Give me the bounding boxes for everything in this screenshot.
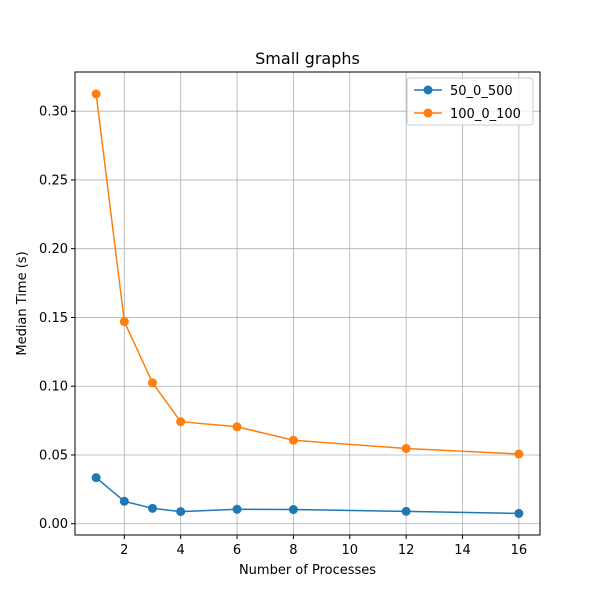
data-point	[176, 507, 186, 517]
plot-area	[75, 72, 540, 535]
y-axis-label: Median Time (s)	[15, 251, 30, 355]
x-tick-label: 10	[341, 543, 358, 558]
data-point	[91, 473, 101, 483]
y-tick-label: 0.25	[39, 173, 68, 188]
data-point	[401, 444, 411, 454]
data-point	[288, 505, 298, 515]
y-axis: 0.00 0.05 0.10 0.15 0.20 0.25 0.30	[39, 105, 75, 532]
x-tick-label: 12	[398, 543, 415, 558]
data-point	[91, 89, 101, 99]
y-tick-label: 0.05	[39, 448, 68, 463]
series-50_0_500	[91, 473, 524, 518]
series-layer	[91, 89, 524, 518]
series-line-100_0_100	[95, 93, 519, 455]
y-tick-label: 0.15	[39, 311, 68, 326]
y-tick-label: 0.00	[39, 517, 68, 532]
x-tick-label: 16	[511, 543, 528, 558]
y-tick-label: 0.10	[39, 380, 68, 395]
x-tick-label: 4	[177, 543, 185, 558]
data-point	[232, 504, 242, 514]
series-100_0_100	[91, 89, 524, 459]
data-point	[514, 449, 524, 459]
y-tick-label: 0.20	[39, 242, 68, 257]
data-point	[288, 435, 298, 445]
data-point	[232, 422, 242, 432]
legend-marker-100_0_100	[423, 108, 433, 118]
x-tick-label: 8	[289, 543, 297, 558]
x-axis-label: Number of Processes	[239, 563, 376, 578]
grid	[75, 72, 540, 535]
x-tick-label: 14	[454, 543, 471, 558]
data-point	[119, 317, 129, 327]
legend-marker-50_0_500	[423, 85, 433, 95]
data-point	[176, 417, 186, 427]
data-point	[148, 378, 157, 388]
x-axis: 2 4 6 8 10 12 14 16	[120, 535, 527, 558]
data-point	[119, 496, 129, 506]
legend-label-50_0_500: 50_0_500	[450, 84, 513, 99]
data-point	[514, 508, 524, 518]
legend: 50_0_500 100_0_100	[406, 77, 534, 126]
y-tick-label: 0.30	[39, 105, 68, 120]
legend-label-100_0_100: 100_0_100	[450, 107, 521, 122]
x-tick-label: 2	[120, 543, 128, 558]
axes-frame	[74, 71, 541, 536]
data-point	[401, 506, 411, 516]
data-point	[148, 503, 157, 513]
series-line-50_0_500	[95, 477, 519, 515]
chart-title: Small graphs	[255, 49, 360, 68]
x-tick-label: 6	[233, 543, 241, 558]
